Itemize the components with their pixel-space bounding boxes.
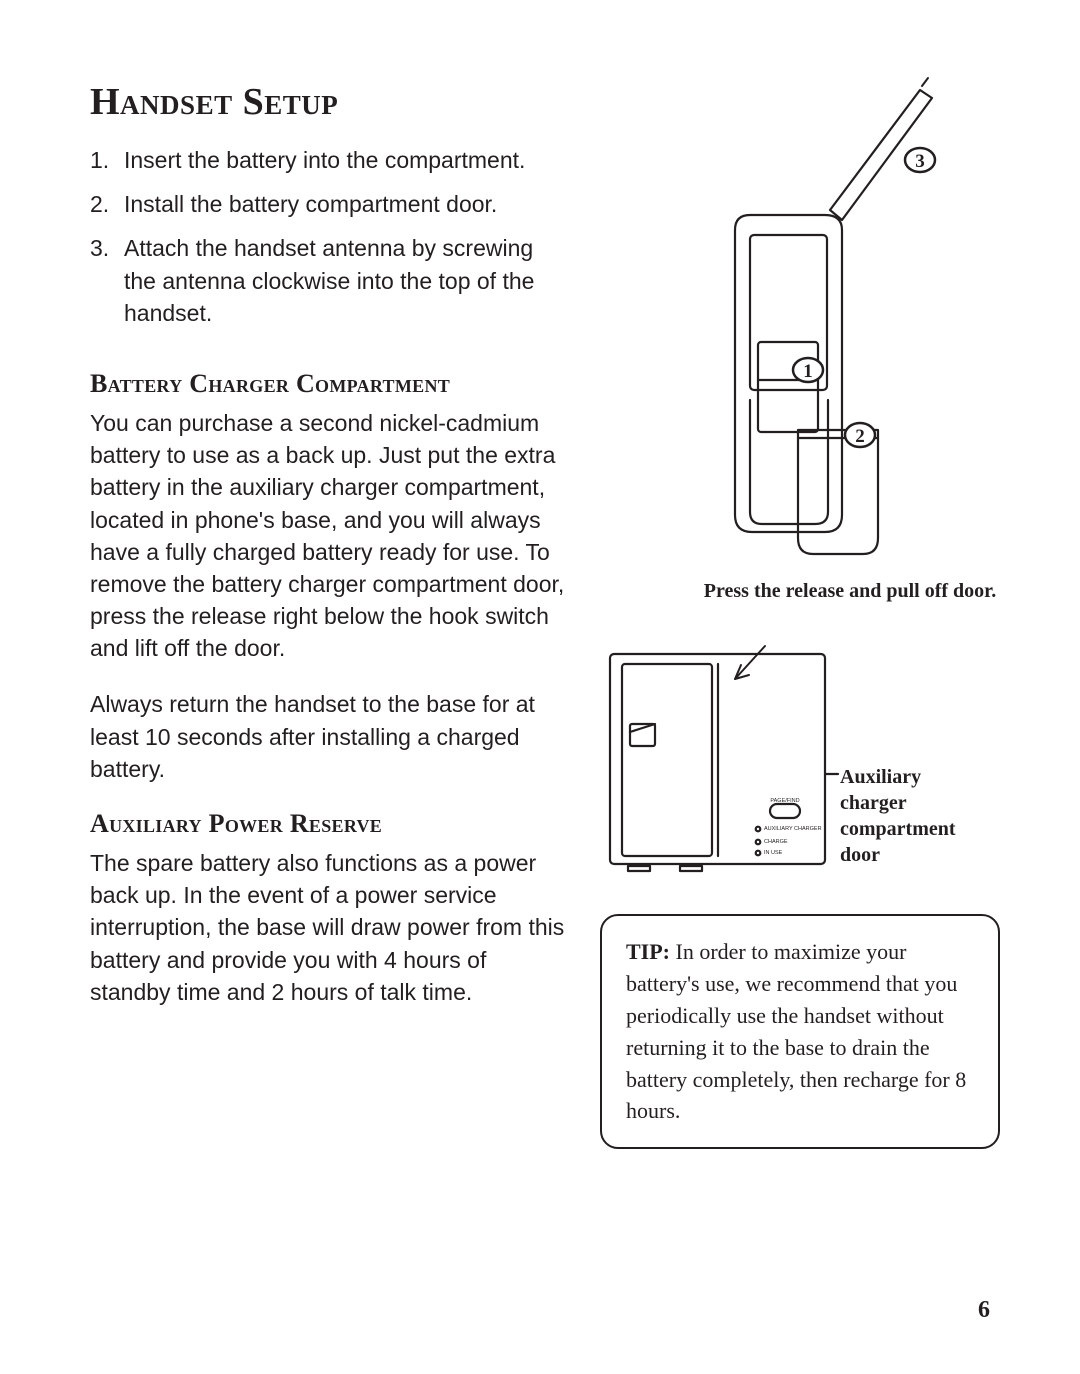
- page-title: Handset Setup: [90, 80, 570, 124]
- aux-section-heading: Auxiliary Power Reserve: [90, 809, 570, 839]
- door-caption: Auxiliary charger compartment door: [840, 764, 990, 868]
- base-label-pagefind: PAGE/FIND: [770, 798, 799, 804]
- step-2: Install the battery compartment door.: [90, 188, 570, 220]
- base-label-inuse: IN USE: [764, 850, 783, 856]
- base-label-aux: AUXILIARY CHARGER: [764, 826, 822, 832]
- step-1: Insert the battery into the compartment.: [90, 144, 570, 176]
- aux-section-para1: The spare battery also functions as a po…: [90, 847, 570, 1008]
- base-diagram: PAGE/FIND AUXILIARY CHARGER CHARGE IN US…: [600, 624, 980, 884]
- callout-3: 3: [915, 151, 925, 172]
- handset-diagram: 1 2 3: [610, 80, 990, 560]
- battery-section-heading: Battery Charger Compartment: [90, 369, 570, 399]
- step-3: Attach the handset antenna by screwing t…: [90, 232, 570, 329]
- callout-2: 2: [855, 426, 865, 447]
- base-label-charge: CHARGE: [764, 839, 788, 845]
- tip-label: TIP:: [626, 939, 670, 964]
- setup-steps-list: Insert the battery into the compartment.…: [90, 144, 570, 329]
- battery-section-para2: Always return the handset to the base fo…: [90, 688, 570, 785]
- tip-text: In order to maximize your battery's use,…: [626, 939, 966, 1123]
- release-caption: Press the release and pull off door.: [600, 578, 1000, 604]
- tip-box: TIP: In order to maximize your battery's…: [600, 914, 1000, 1149]
- page-number: 6: [978, 1297, 990, 1324]
- callout-1: 1: [803, 361, 813, 382]
- battery-section-para1: You can purchase a second nickel-cadmium…: [90, 407, 570, 665]
